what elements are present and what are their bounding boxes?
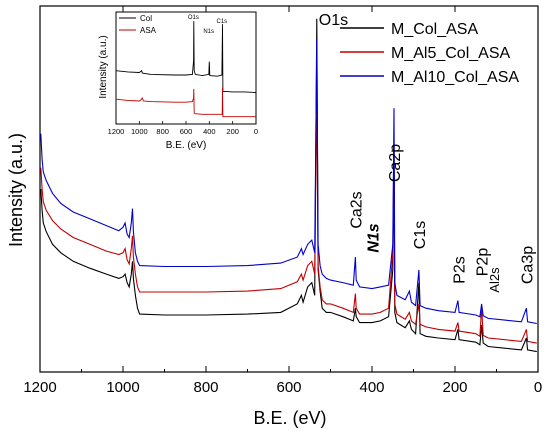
series-line-m-col-asa: [40, 18, 537, 353]
inset-peak-label-o1s: O1s: [188, 15, 199, 21]
peak-label-ca3p: Ca3p: [519, 246, 536, 284]
peak-label-ca2p: Ca2p: [387, 144, 404, 182]
inset-series-line-asa: [116, 87, 256, 118]
inset-x-tick-label-200: 200: [226, 127, 239, 136]
inset-x-tick-label-0: 0: [254, 127, 258, 136]
peak-label-c1s: C1s: [412, 221, 429, 249]
x-tick-label-800: 800: [193, 379, 218, 396]
inset-y-axis-label: Intensity (a.u.): [98, 35, 109, 98]
peak-label-ca2s: Ca2s: [348, 191, 365, 228]
main-chart: 1200 1000 800 600 400 200 0 O1sCa2sN1sCa2pC1sP…: [6, 5, 542, 428]
inset-x-tick-label-400: 400: [203, 127, 216, 136]
inset-x-tick-label-1200: 1200: [108, 127, 125, 136]
x-tick-label-200: 200: [442, 379, 467, 396]
inset-peak-label-c1s: C1s: [217, 19, 228, 25]
inset-legend: Col ASA: [119, 14, 157, 35]
inset-x-tick-label-600: 600: [180, 127, 193, 136]
legend-label-m-al10-col-asa: M_Al10_Col_ASA: [391, 69, 519, 86]
inset-x-tick-label-800: 800: [156, 127, 169, 136]
x-tick-label-400: 400: [359, 379, 384, 396]
main-y-axis-label: Intensity (a.u.): [6, 133, 26, 247]
x-tick-label-0: 0: [534, 379, 542, 396]
peak-label-p2p: P2p: [475, 248, 492, 277]
inset-legend-label-col: Col: [140, 14, 152, 23]
legend-label-m-col-asa: M_Col_ASA: [391, 21, 478, 38]
peak-label-o1s: O1s: [319, 12, 348, 29]
inset-x-tick-label-1000: 1000: [131, 127, 148, 136]
x-tick-label-1000: 1000: [106, 379, 139, 396]
inset-peak-label-n1s: N1s: [203, 29, 214, 35]
peak-label-al2s: Al2s: [487, 267, 502, 293]
main-legend: M_Col_ASA M_Al5_Col_ASA M_Al10_Col_ASA: [340, 21, 519, 86]
main-x-axis-label: B.E. (eV): [253, 408, 326, 428]
inset-legend-label-asa: ASA: [140, 26, 157, 35]
peak-label-n1s: N1s: [365, 223, 382, 252]
x-tick-label-1200: 1200: [23, 379, 56, 396]
series-line-m-al10-col-asa: [40, 39, 537, 325]
x-tick-label-600: 600: [276, 379, 301, 396]
inset-series-line-col: [116, 21, 256, 93]
series-line-m-al5-col-asa: [40, 91, 537, 344]
peak-label-p2s: P2s: [451, 256, 468, 284]
inset-background: [116, 12, 256, 124]
legend-label-m-al5-col-asa: M_Al5_Col_ASA: [391, 45, 511, 62]
inset-x-axis-label: B.E. (eV): [166, 140, 207, 151]
